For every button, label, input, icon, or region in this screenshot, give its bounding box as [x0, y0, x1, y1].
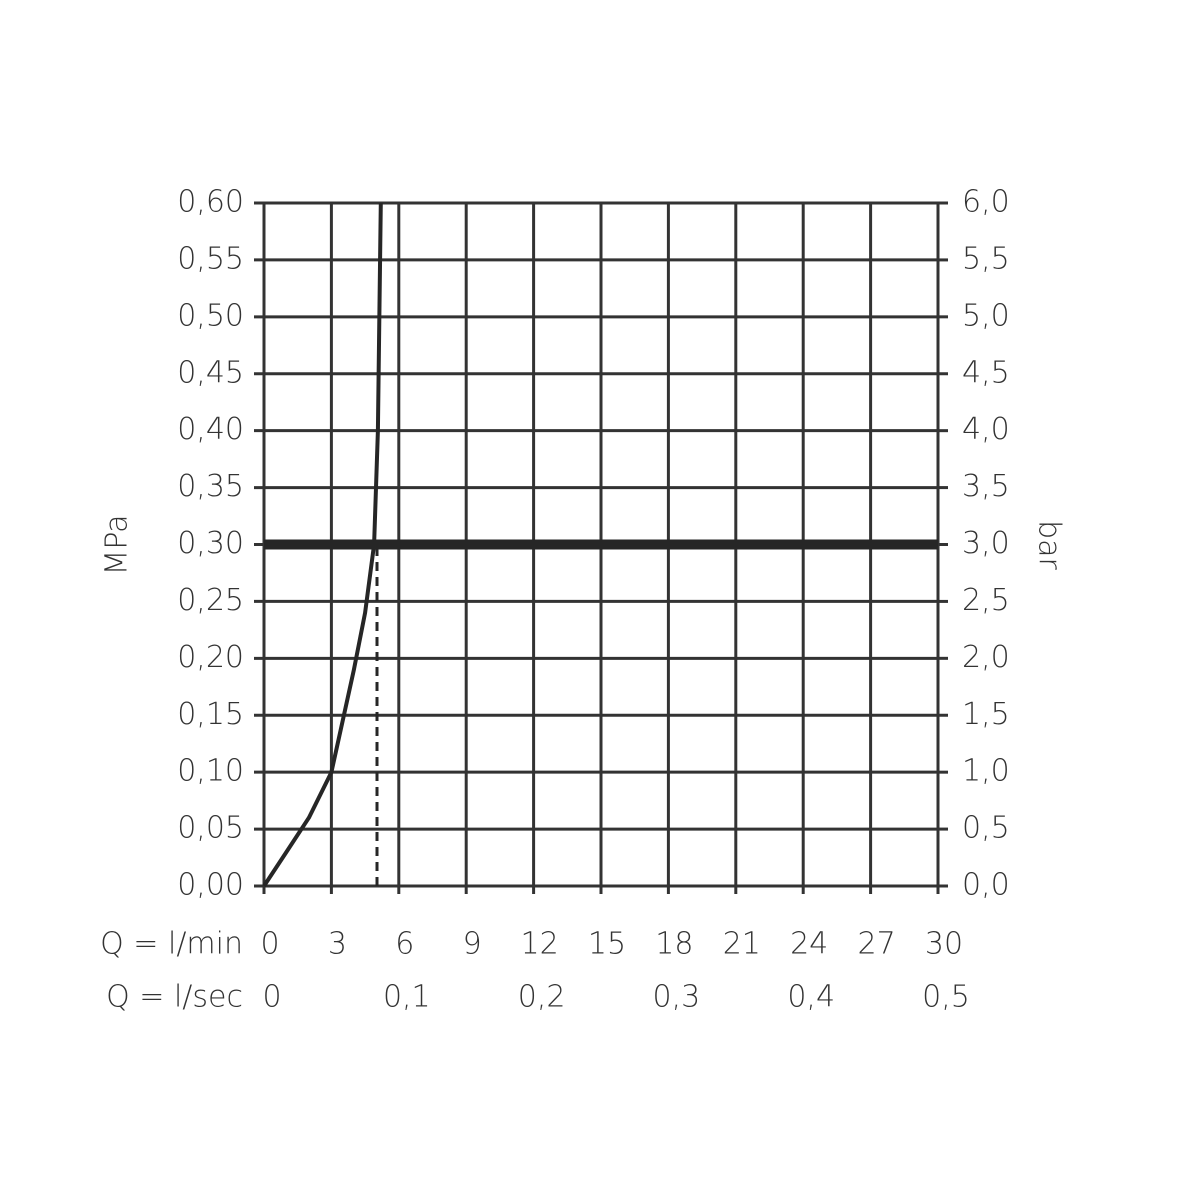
- y2-tick-label: 4,0: [962, 412, 1010, 447]
- y-tick-label: 0,50: [177, 298, 244, 333]
- x-tick-label: 30: [925, 927, 963, 962]
- y-tick-label: 0,55: [177, 241, 244, 276]
- y2-tick-label: 1,0: [962, 754, 1010, 789]
- x-tick-label: 27: [858, 927, 896, 962]
- x-tick-label: 21: [723, 927, 761, 962]
- y-tick-label: 0,20: [177, 640, 244, 675]
- x2-row-label: Q = l/sec: [106, 980, 243, 1015]
- x2-tick-label: 0,2: [518, 980, 566, 1015]
- y2-tick-label: 3,0: [962, 526, 1010, 561]
- y-tick-label: 0,40: [177, 412, 244, 447]
- x-tick-label: 24: [790, 927, 828, 962]
- x-tick-label: 9: [463, 927, 482, 962]
- y-tick-label: 0,00: [177, 868, 244, 903]
- y2-tick-label: 4,5: [962, 355, 1010, 390]
- y-tick-label: 0,10: [177, 754, 244, 789]
- x-tick-label: 6: [395, 927, 414, 962]
- x2-tick-label: 0,5: [922, 980, 970, 1015]
- y-tick-label: 0,05: [177, 811, 244, 846]
- y-tick-label: 0,30: [177, 526, 244, 561]
- x2-tick-label: 0,1: [383, 980, 431, 1015]
- y-tick-label: 0,45: [177, 355, 244, 390]
- y-tick-label: 0,15: [177, 697, 244, 732]
- x-tick-label: 12: [521, 927, 559, 962]
- x2-tick-label: 0,3: [653, 980, 701, 1015]
- x-tick-label: 3: [328, 927, 347, 962]
- x2-tick-label: 0: [262, 980, 281, 1015]
- y2-tick-label: 0,0: [962, 868, 1010, 903]
- x-tick-label: 0: [260, 927, 279, 962]
- y2-axis-label: bar: [1032, 520, 1067, 570]
- y-tick-label: 0,25: [177, 583, 244, 618]
- y2-tick-label: 6,0: [962, 185, 1010, 220]
- y2-tick-label: 2,0: [962, 640, 1010, 675]
- y2-tick-label: 5,0: [962, 298, 1010, 333]
- x-tick-label: 15: [588, 927, 626, 962]
- y-axis-label: MPa: [100, 514, 135, 575]
- y2-tick-label: 1,5: [962, 697, 1010, 732]
- flow-curve: [262, 202, 383, 888]
- y2-tick-label: 3,5: [962, 469, 1010, 504]
- x2-tick-label: 0,4: [787, 980, 835, 1015]
- y-tick-label: 0,60: [177, 185, 244, 220]
- x-tick-label: 18: [655, 927, 693, 962]
- y2-tick-label: 0,5: [962, 811, 1010, 846]
- y-tick-label: 0,35: [177, 469, 244, 504]
- x-row-label: Q = l/min: [100, 927, 243, 962]
- y2-tick-label: 5,5: [962, 241, 1010, 276]
- y2-tick-label: 2,5: [962, 583, 1010, 618]
